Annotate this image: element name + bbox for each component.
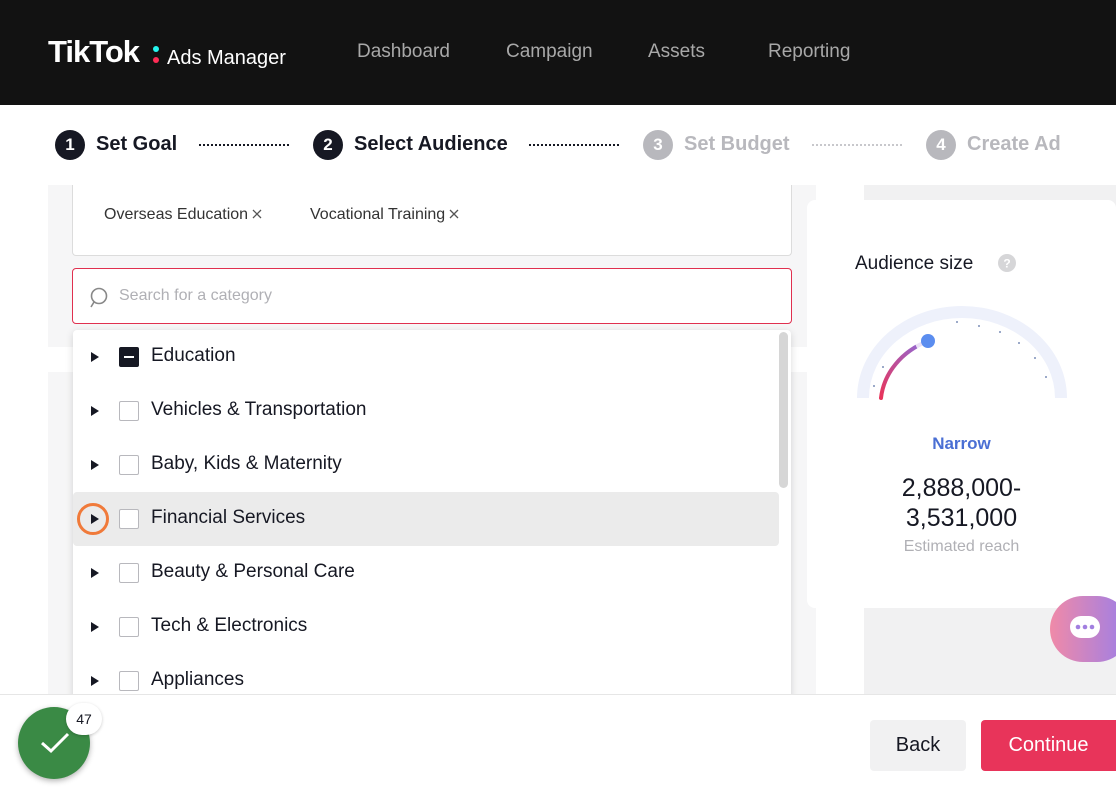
step-label[interactable]: Set Goal [96,133,178,155]
reach-value: 3,531,000 [905,504,1018,532]
continue-button[interactable]: Continue [981,720,1116,771]
expand-arrow [90,566,100,584]
category-row[interactable]: Baby, Kids & Maternity [73,438,779,492]
expand-arrow-svg [91,568,99,578]
expand-arrow-svg [91,460,99,470]
audience-card: Audience size ? Narrow Estimated reach 2… [807,200,1116,608]
step-connector [529,144,619,146]
reach-value: 2,888,000- [901,474,1022,502]
step-number: 3 [643,130,673,160]
chat-icon [1070,616,1100,638]
nav-item[interactable]: Assets [648,41,706,62]
checkbox[interactable] [119,347,139,367]
chat-button[interactable] [1050,596,1116,662]
tag-label: Vocational Training [310,206,446,223]
nav-item[interactable]: Dashboard [357,41,450,62]
product-name: Ads Manager [167,47,286,69]
stepper: 1 Set Goal 2 Select Audience 3 Set Budget 4 Cre… [0,105,1116,185]
checkbox[interactable] [119,563,139,583]
checkbox[interactable] [119,617,139,637]
svg-text:?: ? [1003,257,1010,271]
selected-tags: Overseas Education Vocational Training [72,185,792,256]
audience-title: Audience size [855,253,974,274]
category-label: Appliances [151,669,244,690]
step-label[interactable]: Select Audience [354,133,508,155]
audience-level: Narrow [932,434,991,453]
category-label: Baby, Kids & Maternity [151,453,342,474]
indeterminate-mark [124,356,134,358]
checkbox[interactable] [119,401,139,421]
checkbox[interactable] [119,671,139,691]
tag-label: Overseas Education [104,206,249,223]
expand-arrow-svg [91,352,99,362]
category-label: Education [151,345,236,366]
tag: Vocational Training [310,206,459,224]
nav-item[interactable]: Campaign [506,41,593,62]
scrollbar[interactable] [779,332,788,488]
category-label: Financial Services [151,507,306,528]
step-label[interactable]: Set Budget [684,133,790,155]
expand-arrow [90,458,100,476]
step-label[interactable]: Create Ad [967,133,1061,155]
category-label: Vehicles & Transportation [151,399,367,420]
logo[interactable]: TikTok [48,34,140,69]
reach-caption: Estimated reach [903,538,1020,555]
expand-arrow [90,620,100,638]
task-badge: 47 [66,703,102,735]
category-row[interactable]: Tech & Electronics [73,600,779,654]
expand-arrow-svg [91,676,99,686]
category-row[interactable]: Beauty & Personal Care [73,546,779,600]
top-bar: TikTok Ads Manager Dashboard Campaign Asse… [0,0,1116,105]
expand-arrow [90,404,100,422]
remove-icon [252,209,262,219]
tag-remove[interactable] [449,206,459,224]
nav-item[interactable]: Reporting [768,41,851,62]
search-icon [90,287,108,308]
category-label: Beauty & Personal Care [151,561,355,582]
back-button[interactable]: Back [870,720,966,771]
expand-arrow [90,674,100,692]
category-row[interactable]: Financial Services [73,492,779,546]
step-connector [812,144,902,146]
check-icon [41,732,70,754]
search-box[interactable]: Search for a category [72,268,792,324]
step-number: 2 [313,130,343,160]
audience-gauge [857,306,1067,400]
step-connector [199,144,289,146]
step-number: 4 [926,130,956,160]
tag: Overseas Education [104,206,262,224]
search-placeholder: Search for a category [119,287,272,304]
expand-arrow-svg [91,406,99,416]
logo-colon [153,46,159,63]
expand-arrow [90,350,100,368]
category-list: Education Vehicles & Transportation Baby, … [73,330,791,743]
remove-icon [449,209,459,219]
focus-ring [77,503,109,535]
checkbox[interactable] [119,455,139,475]
step-number: 1 [55,130,85,160]
category-row[interactable]: Vehicles & Transportation [73,384,779,438]
expand-arrow-svg [91,622,99,632]
category-label: Tech & Electronics [151,615,308,636]
tag-remove[interactable] [252,206,262,224]
category-row[interactable]: Education [73,330,779,384]
checkbox[interactable] [119,509,139,529]
help-icon[interactable]: ? [998,254,1016,272]
category-row[interactable]: Appliances [73,654,779,708]
